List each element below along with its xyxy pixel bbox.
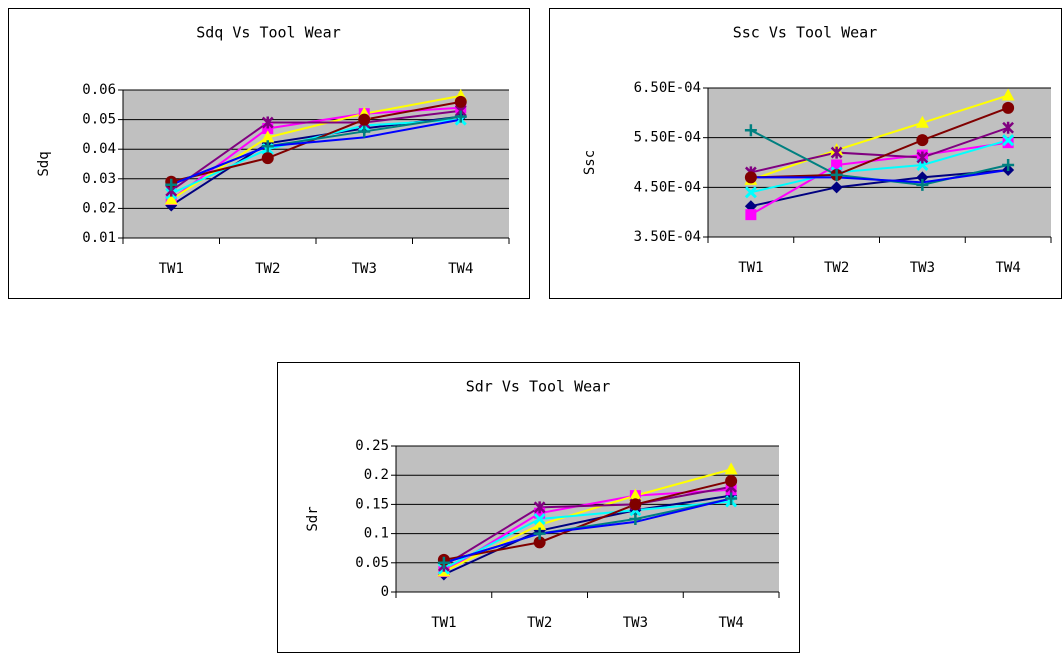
- x-tick-label: TW4: [718, 615, 743, 631]
- series-line: [750, 141, 1009, 216]
- y-axis-label: Sdq: [36, 151, 52, 176]
- y-tick-label: 0.05: [82, 112, 116, 128]
- y-tick-label: 4.50E-04: [634, 179, 701, 195]
- x-tick-label: TW2: [255, 261, 280, 277]
- y-axis-label: Sdr: [305, 506, 321, 531]
- marker: [454, 110, 467, 123]
- marker: [916, 134, 929, 147]
- x-tick-label: TW1: [738, 260, 763, 276]
- y-tick-label: 3.50E-04: [634, 229, 701, 245]
- series-line: [750, 168, 1009, 208]
- series-line: [170, 94, 461, 201]
- marker: [261, 152, 274, 165]
- x-tick-label: TW4: [448, 261, 473, 277]
- marker: [358, 125, 371, 138]
- y-tick-label: 0.25: [355, 438, 389, 454]
- chart-title: Sdq Vs Tool Wear: [196, 24, 341, 42]
- marker: [830, 181, 843, 194]
- marker: [724, 462, 738, 475]
- plot-area: [123, 90, 509, 238]
- y-tick-label: 0.04: [82, 141, 116, 157]
- marker: [261, 140, 274, 153]
- marker: [164, 192, 178, 205]
- y-tick-label: 0.03: [82, 171, 116, 187]
- marker: [830, 168, 843, 181]
- y-tick-label: 0.06: [82, 82, 116, 98]
- marker: [745, 209, 757, 221]
- y-tick-label: 0: [381, 584, 389, 600]
- marker: [533, 512, 546, 526]
- marker: [1002, 137, 1014, 149]
- marker: [725, 475, 738, 488]
- x-tick-label: TW4: [995, 260, 1020, 276]
- series-line: [170, 118, 461, 195]
- marker: [1002, 121, 1015, 134]
- y-tick-label: 5.50E-04: [634, 130, 701, 146]
- series-line: [170, 109, 461, 192]
- marker: [1002, 134, 1015, 147]
- series-line: [170, 118, 461, 186]
- marker: [629, 513, 642, 525]
- marker: [628, 488, 642, 501]
- series-line: [443, 497, 732, 564]
- marker: [915, 115, 929, 128]
- x-tick-label: TW3: [910, 260, 935, 276]
- chart: Sdq Vs Tool Wear Sdq 0.01 0.02 0.03 0.04 0.05 0…: [8, 8, 530, 299]
- marker: [830, 146, 843, 159]
- y-tick-label: 0.05: [355, 555, 389, 571]
- x-tick-label: TW1: [159, 261, 184, 277]
- series-line: [443, 500, 732, 570]
- marker: [725, 492, 738, 505]
- marker: [358, 113, 371, 126]
- marker: [916, 178, 929, 191]
- chart: Ssc Vs Tool Wear Ssc 3.50E-04 4.50E-04 5.50E…: [549, 8, 1062, 299]
- y-tick-label: 0.15: [355, 496, 389, 512]
- series-line: [443, 480, 732, 561]
- series-line: [750, 106, 1009, 179]
- marker: [1002, 101, 1015, 114]
- marker: [1001, 88, 1015, 101]
- series-line: [443, 494, 732, 576]
- y-tick-label: 0.1: [364, 526, 389, 542]
- marker: [454, 95, 467, 108]
- series-line: [750, 94, 1009, 181]
- marker: [744, 171, 757, 184]
- marker: [629, 498, 642, 511]
- marker: [437, 556, 450, 569]
- marker: [533, 501, 546, 514]
- x-tick-label: TW2: [527, 615, 552, 631]
- x-tick-label: TW2: [824, 260, 849, 276]
- series-line: [750, 126, 1009, 174]
- x-tick-label: TW3: [623, 615, 648, 631]
- marker: [533, 536, 546, 549]
- x-tick-label: TW1: [431, 615, 456, 631]
- marker: [261, 116, 274, 129]
- chart-title: Ssc Vs Tool Wear: [733, 24, 878, 42]
- chart: Sdr Vs Tool Wear Sdr 0 0.05 0.1 0.15 0.2 0.25 TW…: [277, 362, 800, 653]
- series-line: [443, 485, 732, 567]
- y-tick-label: 0.02: [82, 200, 116, 216]
- marker: [261, 130, 275, 143]
- y-tick-label: 0.2: [364, 467, 389, 483]
- series-line: [750, 139, 1009, 194]
- marker: [916, 151, 929, 164]
- series-line: [750, 168, 1009, 184]
- marker: [744, 124, 757, 137]
- marker: [165, 178, 178, 191]
- x-tick-label: TW3: [352, 261, 377, 277]
- marker: [1002, 158, 1015, 171]
- marker: [533, 517, 547, 530]
- marker: [831, 159, 843, 171]
- marker: [533, 527, 546, 540]
- y-axis-label: Ssc: [582, 150, 598, 175]
- chart-title: Sdr Vs Tool Wear: [466, 378, 611, 396]
- y-tick-label: 6.50E-04: [634, 80, 701, 96]
- marker: [916, 171, 929, 184]
- marker: [744, 186, 757, 199]
- y-tick-label: 0.01: [82, 230, 116, 246]
